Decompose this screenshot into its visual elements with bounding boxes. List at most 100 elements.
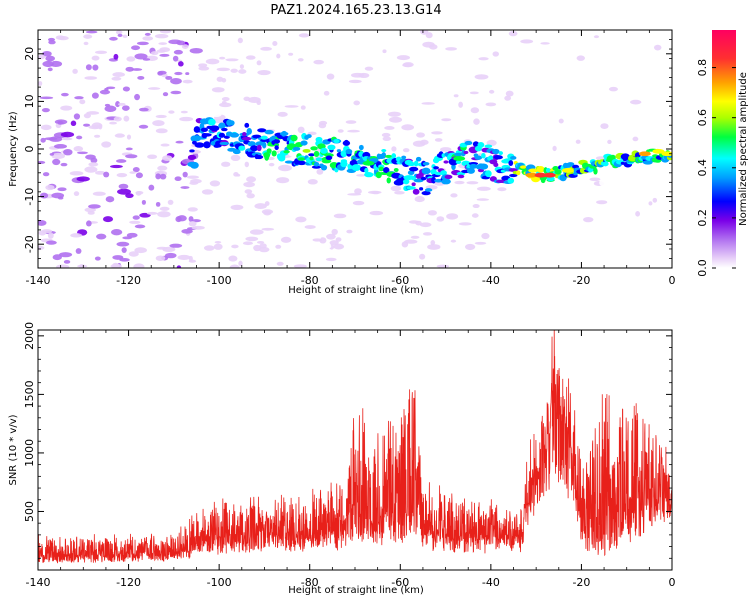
heatmap-cell	[76, 135, 83, 140]
heatmap-ridge-cell	[381, 152, 387, 159]
heatmap-cell	[85, 154, 96, 160]
heatmap-cell	[117, 102, 126, 106]
heatmap-cell	[38, 220, 47, 226]
heatmap-ridge-cell	[493, 162, 499, 168]
heatmap-cell	[398, 139, 408, 144]
heatmap-cell	[157, 211, 171, 218]
heatmap-cell	[204, 95, 216, 102]
heatmap-cell	[162, 92, 169, 97]
heatmap-ridge-cell	[244, 122, 250, 128]
heatmap-cell	[331, 228, 338, 236]
heatmap-ridge-cell	[342, 140, 351, 146]
heatmap-ridge-cell	[263, 152, 271, 159]
heatmap-cell	[119, 258, 130, 262]
heatmap-cell	[486, 139, 497, 147]
heatmap-ridge-cell	[283, 150, 290, 154]
heatmap-cell	[57, 196, 64, 200]
heatmap-cell	[73, 113, 81, 120]
heatmap-ridge-cell	[260, 135, 268, 140]
heatmap-ridge-cell	[443, 160, 449, 164]
heatmap-cell	[106, 86, 116, 90]
heatmap-cell	[134, 224, 146, 229]
heatmap-cell	[246, 176, 257, 183]
heatmap-cell	[505, 90, 514, 97]
heatmap-ridge-cell	[200, 127, 208, 132]
heatmap-cell	[454, 180, 465, 185]
heatmap-cell	[230, 154, 241, 162]
heatmap-ridge-cell	[300, 140, 308, 146]
heatmap-cell	[259, 243, 267, 249]
heatmap-cell	[359, 102, 373, 107]
heatmap-cell	[402, 62, 414, 68]
heatmap-ridge-cell	[469, 163, 478, 169]
heatmap-cell	[415, 220, 422, 226]
heatmap-cell	[318, 30, 327, 33]
heatmap-cell	[73, 146, 84, 152]
heatmap-cell	[481, 232, 490, 240]
heatmap-cell	[283, 215, 290, 220]
heatmap-ridge-cell	[444, 174, 453, 180]
heatmap-cell	[182, 79, 193, 84]
heatmap-cell	[114, 133, 125, 138]
heatmap-ridge-cell	[313, 161, 320, 167]
snr-y-tick-label: 1500	[23, 380, 36, 408]
heatmap-cell	[438, 111, 446, 115]
heatmap-cell	[596, 113, 607, 118]
heatmap-ridge-cell	[256, 144, 262, 152]
heatmap-cell	[293, 264, 307, 268]
heatmap-ridge-cell	[409, 166, 419, 172]
heatmap-cell	[175, 216, 182, 223]
heatmap-cell	[170, 90, 182, 95]
heatmap-ridge-cell	[441, 178, 451, 185]
heatmap-ridge-cell	[271, 150, 277, 157]
heatmap-ridge-cell	[351, 164, 362, 172]
spectrogram-x-tick-label: -40	[482, 274, 500, 287]
heatmap-cell	[83, 34, 93, 39]
heatmap-cell	[211, 87, 225, 93]
heatmap-cell	[57, 120, 64, 125]
heatmap-cell	[485, 72, 493, 76]
heatmap-cell	[49, 153, 55, 156]
heatmap-cell	[576, 55, 585, 61]
heatmap-ridge-cell	[528, 168, 539, 173]
heatmap-cell	[113, 116, 122, 122]
heatmap-cell	[126, 56, 136, 62]
heatmap-cell	[57, 187, 67, 192]
heatmap-cell	[60, 105, 73, 111]
heatmap-cell	[221, 101, 227, 104]
snr-series-line	[38, 330, 672, 564]
heatmap-ridge-cell	[219, 141, 230, 146]
heatmap-cell	[339, 171, 344, 176]
heatmap-ridge-cell	[238, 145, 246, 151]
heatmap-cell	[95, 170, 106, 175]
heatmap-cell	[445, 80, 458, 83]
heatmap-ridge-cell	[202, 133, 212, 137]
heatmap-ridge-cell	[324, 153, 334, 158]
heatmap-cell	[209, 180, 221, 187]
heatmap-cell	[110, 164, 123, 169]
heatmap-ridge-cell	[472, 141, 479, 147]
snr-x-tick-label: -80	[301, 576, 319, 589]
snr-x-tick-label: -140	[26, 576, 51, 589]
heatmap-cell	[648, 201, 653, 206]
heatmap-cell	[458, 101, 463, 108]
heatmap-cell	[336, 120, 342, 126]
heatmap-ridge-cell	[208, 118, 216, 126]
heatmap-cell	[76, 151, 88, 155]
heatmap-ridge-cell	[302, 148, 311, 153]
heatmap-cell	[188, 259, 197, 263]
heatmap-cell	[216, 67, 230, 72]
heatmap-cell	[371, 190, 380, 195]
heatmap-cell	[358, 72, 370, 79]
heatmap-cell	[399, 115, 407, 119]
heatmap-ridge-cell	[406, 161, 416, 167]
heatmap-cell	[144, 32, 151, 36]
heatmap-cell	[567, 55, 575, 60]
heatmap-cell	[85, 220, 92, 227]
heatmap-ridge-cell	[313, 150, 320, 158]
heatmap-cell	[319, 191, 331, 198]
snr-y-tick-label: 500	[23, 501, 36, 522]
heatmap-cell	[83, 41, 89, 46]
heatmap-cell	[48, 40, 56, 45]
colorbar-tick-label: 0.0	[696, 259, 709, 277]
